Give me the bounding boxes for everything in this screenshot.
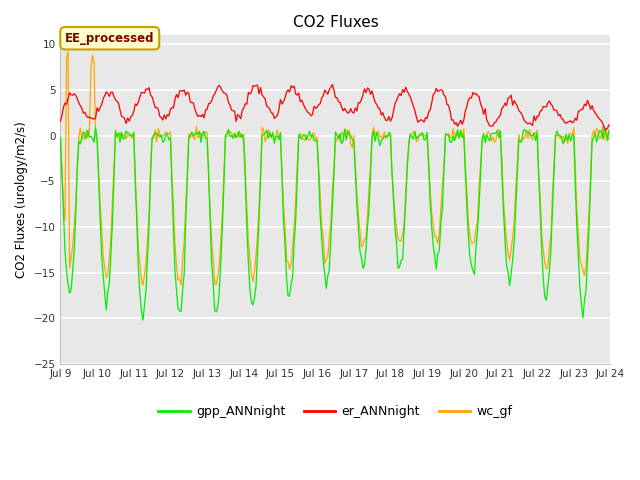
wc_gf — [577, 262, 585, 267]
wc_gf — [300, 136, 307, 142]
wc_gf — [251, 269, 259, 275]
gpp_ANNnight — [125, 131, 133, 136]
gpp_ANNnight — [300, 132, 307, 137]
Title: CO2 Fluxes: CO2 Fluxes — [292, 15, 378, 30]
wc_gf — [605, 136, 612, 142]
er_ANNnight — [56, 119, 64, 124]
wc_gf — [64, 49, 72, 55]
wc_gf — [139, 282, 147, 288]
er_ANNnight — [238, 108, 246, 113]
wc_gf — [125, 133, 133, 139]
Text: EE_processed: EE_processed — [65, 32, 154, 45]
er_ANNnight — [576, 108, 584, 114]
gpp_ANNnight — [241, 178, 249, 184]
er_ANNnight — [248, 89, 255, 95]
gpp_ANNnight — [223, 131, 231, 136]
Y-axis label: CO2 Fluxes (urology/m2/s): CO2 Fluxes (urology/m2/s) — [15, 121, 28, 278]
er_ANNnight — [124, 115, 131, 121]
wc_gf — [56, 134, 64, 140]
er_ANNnight — [328, 82, 336, 87]
Legend: gpp_ANNnight, er_ANNnight, wc_gf: gpp_ANNnight, er_ANNnight, wc_gf — [154, 400, 517, 423]
gpp_ANNnight — [56, 134, 64, 140]
gpp_ANNnight — [605, 127, 612, 133]
er_ANNnight — [605, 122, 612, 128]
gpp_ANNnight — [577, 301, 585, 307]
Line: gpp_ANNnight: gpp_ANNnight — [60, 128, 609, 320]
wc_gf — [241, 166, 249, 171]
gpp_ANNnight — [92, 125, 99, 131]
er_ANNnight — [220, 90, 228, 96]
gpp_ANNnight — [139, 317, 147, 323]
gpp_ANNnight — [251, 295, 259, 301]
Line: er_ANNnight: er_ANNnight — [60, 84, 609, 130]
er_ANNnight — [296, 99, 304, 105]
er_ANNnight — [602, 127, 610, 132]
wc_gf — [223, 132, 231, 138]
Line: wc_gf: wc_gf — [60, 52, 609, 285]
